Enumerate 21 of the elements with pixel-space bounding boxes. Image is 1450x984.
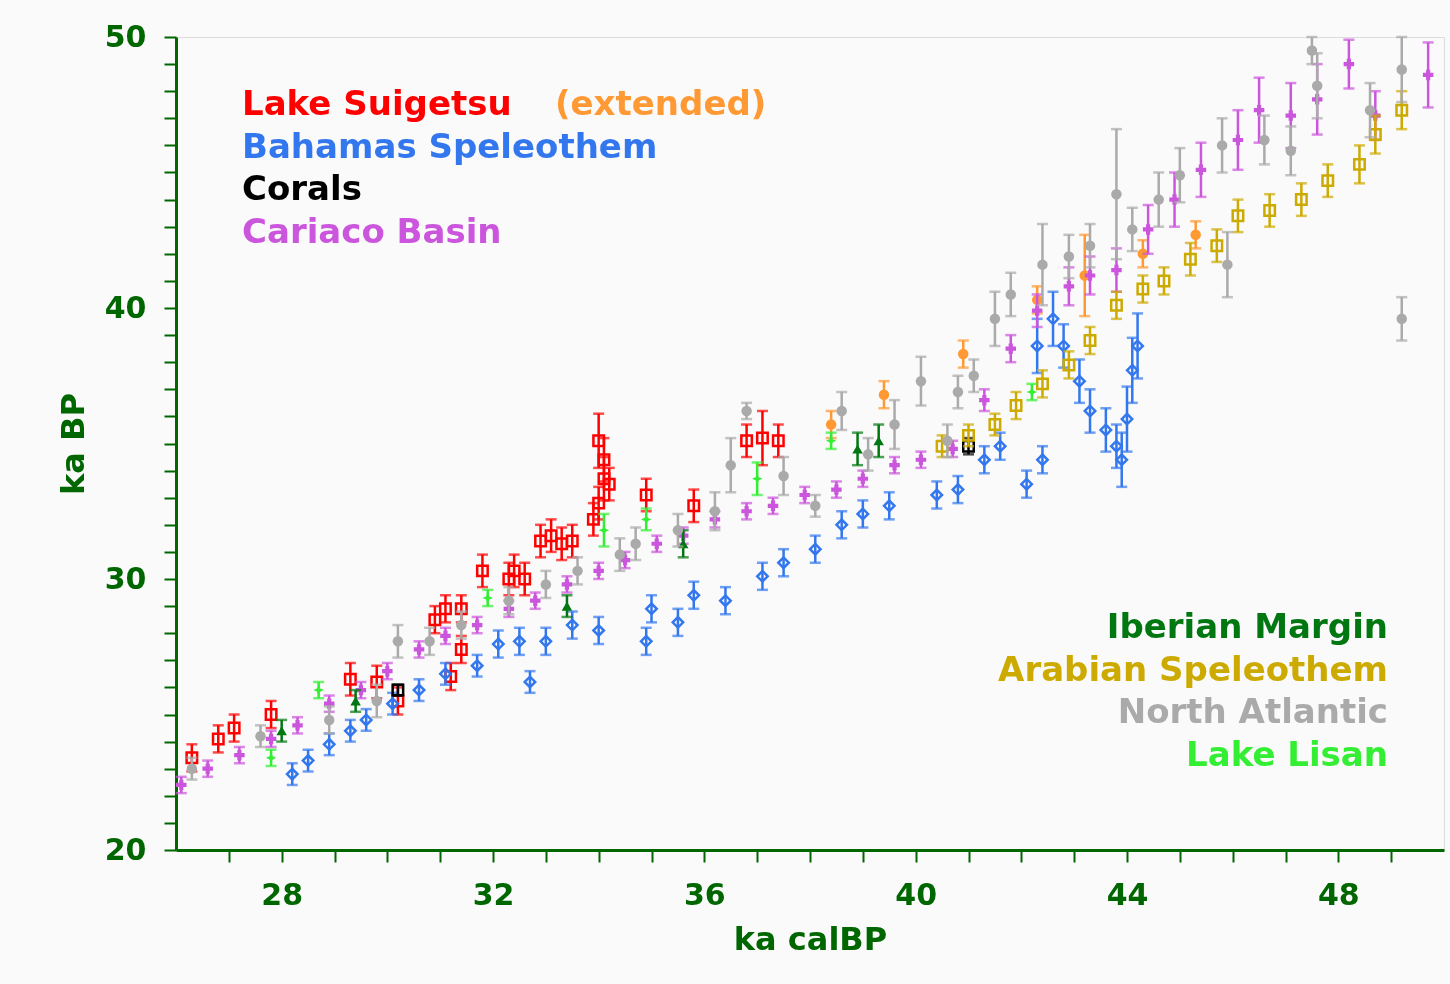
text: Cariaco Basin — [242, 210, 502, 251]
text: (extended) — [555, 83, 767, 123]
x-tick-label: 40 — [895, 876, 938, 912]
text: Iberian Margin — [1106, 606, 1388, 646]
x-tick-label: 44 — [1106, 876, 1149, 912]
y-tick-label: 40 — [104, 289, 147, 325]
x-tick-label: 32 — [472, 876, 515, 912]
text: Lake Suigetsu — [242, 83, 512, 123]
x-axis-title: ka calBP — [733, 919, 888, 958]
text: Bahamas Speleothem — [242, 125, 658, 166]
text: North Atlantic — [1117, 691, 1388, 731]
text: Lake Lisan — [1186, 733, 1388, 774]
y-tick-label: 20 — [104, 831, 147, 867]
x-tick-label: 28 — [261, 876, 304, 912]
y-tick-label: 50 — [104, 18, 147, 54]
y-tick-label: 30 — [104, 560, 147, 596]
text: Corals — [242, 168, 362, 208]
x-tick-label: 48 — [1317, 876, 1360, 912]
y-axis-title: ka BP — [53, 393, 92, 495]
text: Arabian Speleothem — [998, 648, 1388, 689]
x-tick-label: 36 — [683, 876, 726, 912]
